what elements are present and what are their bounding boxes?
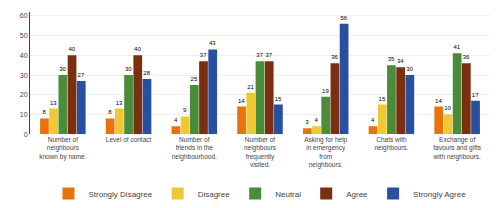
svg-text:25: 25 xyxy=(191,76,198,82)
svg-text:13: 13 xyxy=(50,100,57,106)
svg-text:Level of contact: Level of contact xyxy=(106,136,152,143)
svg-text:Chats withneighbours.: Chats withneighbours. xyxy=(374,136,408,152)
svg-text:40: 40 xyxy=(20,52,28,59)
svg-text:30: 30 xyxy=(125,66,132,72)
svg-text:36: 36 xyxy=(331,54,338,60)
svg-text:0: 0 xyxy=(24,131,28,138)
svg-text:8: 8 xyxy=(108,109,112,115)
svg-text:36: 36 xyxy=(463,54,470,60)
svg-text:40: 40 xyxy=(68,46,75,52)
svg-text:43: 43 xyxy=(209,40,216,46)
svg-text:10: 10 xyxy=(444,105,451,111)
svg-text:30: 30 xyxy=(406,66,413,72)
svg-text:Disagree: Disagree xyxy=(198,190,231,199)
svg-text:Neutral: Neutral xyxy=(275,190,301,199)
svg-text:37: 37 xyxy=(266,52,273,58)
svg-text:35: 35 xyxy=(388,56,395,62)
svg-text:Agree: Agree xyxy=(346,190,368,199)
svg-text:15: 15 xyxy=(379,96,386,102)
svg-text:34: 34 xyxy=(397,58,404,64)
svg-text:37: 37 xyxy=(200,52,207,58)
svg-text:10: 10 xyxy=(20,111,28,118)
svg-text:4: 4 xyxy=(315,117,319,123)
svg-text:Strongly Disagree: Strongly Disagree xyxy=(89,190,153,199)
svg-text:30: 30 xyxy=(59,66,66,72)
svg-text:14: 14 xyxy=(238,98,245,104)
svg-text:Number offriends in theneighbo: Number offriends in theneighbourhood. xyxy=(172,136,217,161)
svg-text:Number ofneighboursfrequentlyv: Number ofneighboursfrequentlyvisited. xyxy=(244,136,277,168)
svg-text:41: 41 xyxy=(453,44,460,50)
svg-text:Exchange offavours and giftswi: Exchange offavours and giftswith neighbo… xyxy=(432,136,481,161)
svg-text:40: 40 xyxy=(134,46,141,52)
svg-text:28: 28 xyxy=(143,70,150,76)
svg-text:19: 19 xyxy=(322,88,329,94)
svg-text:13: 13 xyxy=(116,100,123,106)
svg-text:3: 3 xyxy=(305,119,309,125)
svg-text:21: 21 xyxy=(247,84,254,90)
svg-text:15: 15 xyxy=(275,96,282,102)
svg-text:50: 50 xyxy=(20,32,28,39)
svg-text:8: 8 xyxy=(42,109,46,115)
svg-text:4: 4 xyxy=(371,117,375,123)
svg-text:60: 60 xyxy=(20,12,28,19)
svg-text:9: 9 xyxy=(183,107,187,113)
svg-text:14: 14 xyxy=(435,98,442,104)
svg-text:Asking for helpin emergencyfro: Asking for helpin emergencyfromneighbour… xyxy=(304,136,347,169)
svg-text:30: 30 xyxy=(20,72,28,79)
svg-text:17: 17 xyxy=(472,92,479,98)
svg-text:37: 37 xyxy=(256,52,263,58)
svg-text:27: 27 xyxy=(78,72,85,78)
svg-text:56: 56 xyxy=(340,15,347,21)
svg-text:Number ofneighboursknown by na: Number ofneighboursknown by name. xyxy=(39,136,87,161)
svg-text:4: 4 xyxy=(174,117,178,123)
svg-text:20: 20 xyxy=(20,91,28,98)
svg-text:Strongly Agree: Strongly Agree xyxy=(413,190,466,199)
